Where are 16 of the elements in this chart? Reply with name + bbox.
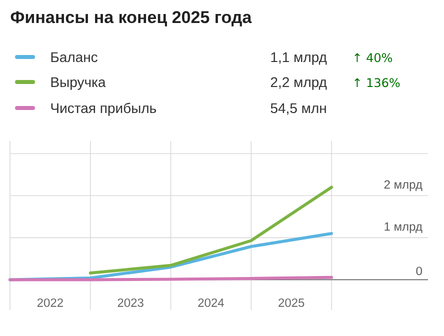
legend-label: Чистая прибыль xyxy=(51,102,156,116)
chart-title: Финансы на конец 2025 года xyxy=(10,11,252,26)
y-tick-label: 1 млрд xyxy=(384,222,422,234)
x-tick-label: 2025 xyxy=(278,298,304,307)
x-tick-label: 2024 xyxy=(198,298,224,307)
text: 54,5 млн xyxy=(270,103,326,115)
legend-label: Выручка xyxy=(51,77,106,90)
text: 2,2 млрд xyxy=(270,77,327,90)
y-tick-label: 2 млрд xyxy=(384,180,422,192)
text: ↑ 136% xyxy=(354,78,400,88)
x-tick-label: 2023 xyxy=(118,298,144,307)
x-tick-label: 2022 xyxy=(37,298,63,307)
text: 1,1 млрд xyxy=(271,52,327,65)
legend-label: Баланс xyxy=(51,52,98,62)
y-tick-label: 0 xyxy=(416,266,422,276)
text: ↑ 40% xyxy=(354,53,392,62)
